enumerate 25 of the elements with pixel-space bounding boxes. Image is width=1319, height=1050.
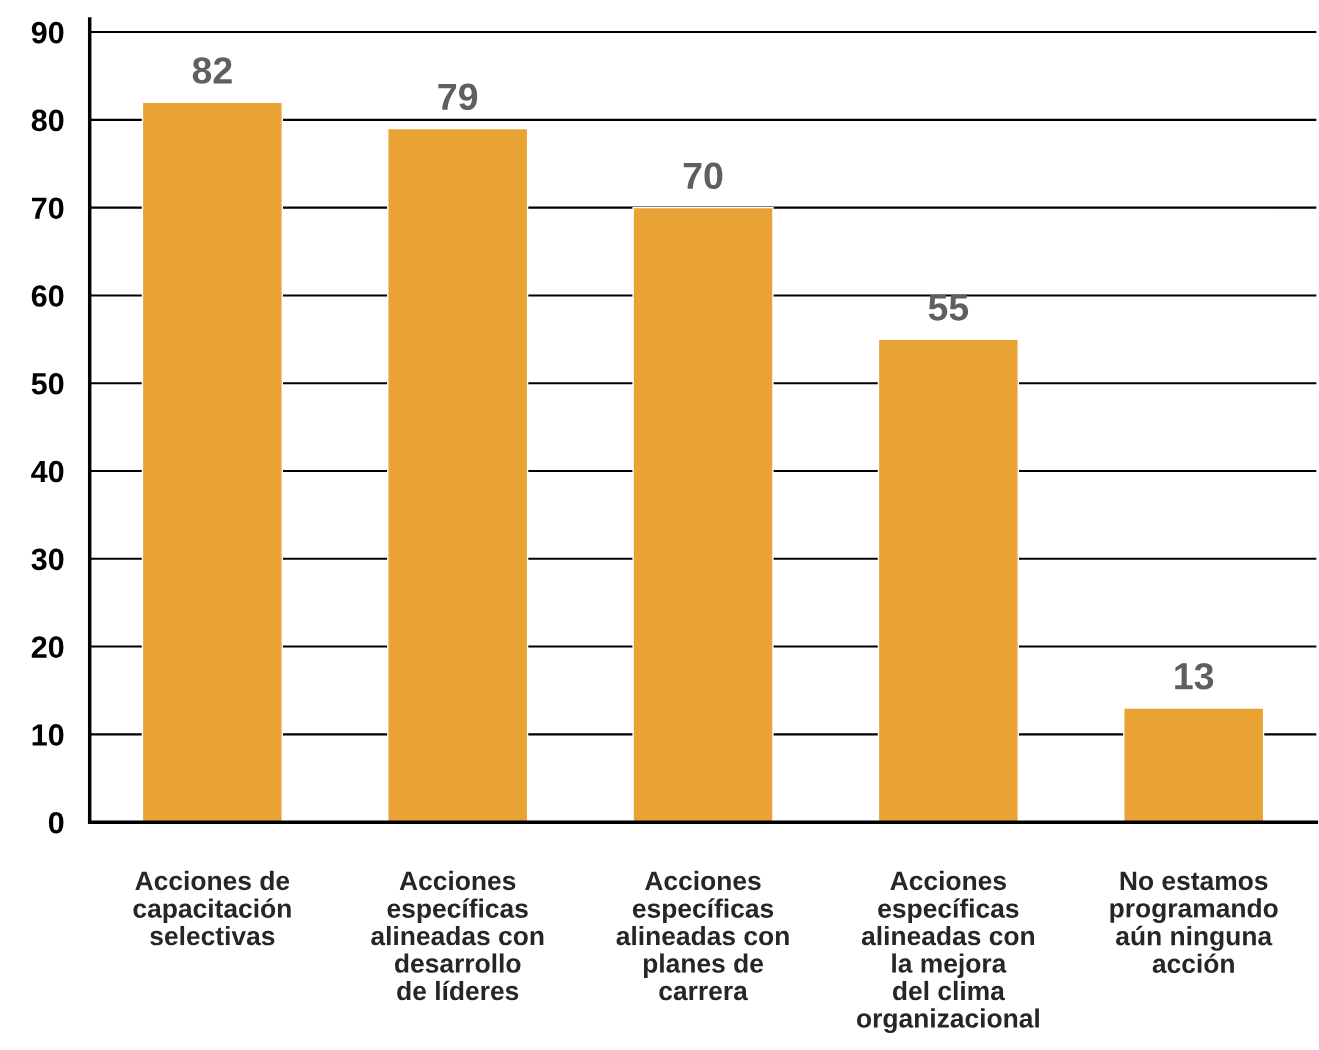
x-tick-label: Acciones específicas alineadas con planes de carrera [616, 870, 789, 1001]
bar [1123, 707, 1265, 823]
y-tick-label: 80 [31, 109, 64, 132]
data-label: 70 [683, 162, 723, 190]
y-tick-label: 20 [31, 636, 64, 658]
y-tick-label: 10 [32, 724, 64, 746]
y-tick-label: 40 [31, 460, 64, 483]
x-tick-label: Acciones específicas alineadas con desarrollo de líderes [371, 870, 544, 1001]
bar [141, 101, 283, 823]
data-label: 55 [928, 294, 969, 321]
x-tick-label: No estamos programando aún ninguna acción [1110, 871, 1278, 974]
y-tick-label: 0 [48, 811, 64, 834]
y-tick-label: 50 [31, 372, 64, 395]
y-tick-label: 30 [31, 548, 64, 571]
data-label: 79 [438, 83, 478, 111]
data-label: 13 [1175, 662, 1214, 690]
data-label: 82 [192, 57, 232, 84]
y-tick-label: 60 [31, 285, 64, 307]
bar [877, 338, 1019, 823]
x-tick-label: Acciones de capacitación selectivas [133, 870, 291, 946]
y-tick-label: 90 [31, 21, 64, 44]
y-tick-label: 70 [32, 197, 64, 220]
bar [632, 206, 774, 823]
x-tick-label: Acciones específicas alineadas con la mejora del clima organizacional [857, 870, 1039, 1034]
bar [387, 127, 529, 823]
